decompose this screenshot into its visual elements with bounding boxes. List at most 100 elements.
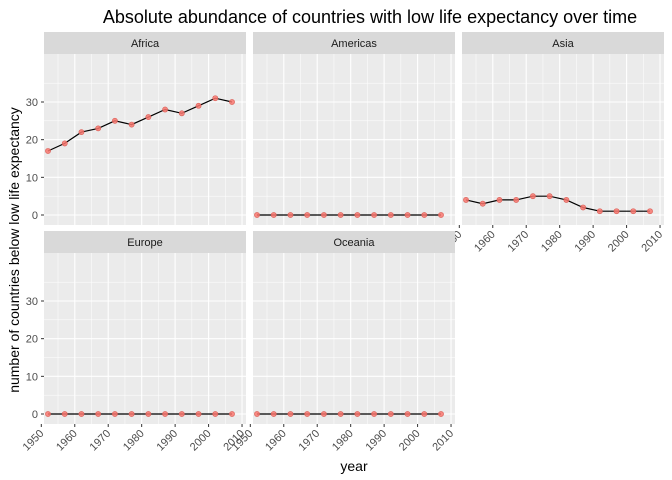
- x-tick-label: 2000: [397, 428, 423, 454]
- y-tick-label: 0: [32, 409, 38, 421]
- facet-panel-africa: Africa 0 10 20 30: [26, 32, 246, 225]
- x-tick-label: 2010: [639, 229, 665, 255]
- data-point: [45, 411, 51, 417]
- x-tick-label: 1990: [363, 428, 389, 454]
- data-point: [61, 411, 68, 417]
- data-point: [546, 193, 553, 200]
- data-point: [128, 121, 135, 128]
- y-tick-label: 20: [26, 334, 38, 346]
- data-point: [630, 208, 637, 215]
- facet-strip: [253, 32, 455, 54]
- data-point: [95, 125, 102, 132]
- data-point: [580, 204, 586, 211]
- facet-panel-asia: Asia1950196019701980199020002010: [439, 32, 665, 255]
- series-line: [47, 97, 233, 152]
- data-point: [195, 411, 202, 417]
- data-point: [438, 411, 444, 417]
- data-point: [162, 106, 168, 113]
- data-point: [128, 411, 135, 417]
- x-tick-label: 1950: [21, 428, 47, 454]
- data-point: [78, 129, 85, 136]
- data-point: [337, 411, 344, 417]
- x-axis-title: year: [340, 458, 368, 474]
- data-point: [229, 411, 235, 417]
- data-point: [513, 197, 520, 203]
- data-point: [387, 411, 394, 417]
- facet-strip: [462, 32, 664, 54]
- y-tick-label: 20: [26, 135, 38, 147]
- facet-strip-label: Europe: [127, 237, 162, 249]
- x-tick-label: 1960: [54, 428, 80, 454]
- x-tick-label: 2000: [606, 229, 632, 255]
- data-point: [404, 411, 411, 417]
- facet-strip: [253, 231, 455, 253]
- data-point: [371, 212, 377, 218]
- x-tick-label: 1970: [88, 428, 114, 454]
- data-point: [78, 411, 85, 417]
- data-point: [596, 208, 603, 215]
- data-point: [371, 411, 377, 417]
- data-point: [229, 99, 235, 105]
- y-tick-label: 10: [26, 371, 38, 383]
- facet-strip-label: Asia: [552, 38, 574, 50]
- y-tick-label: 0: [32, 210, 38, 222]
- y-tick-label: 30: [26, 296, 38, 308]
- x-tick-label: 1980: [121, 428, 147, 454]
- data-point: [212, 411, 219, 417]
- data-point: [421, 411, 428, 417]
- data-point: [162, 411, 168, 417]
- x-tick-label: 1990: [154, 428, 180, 454]
- facet-panel-americas: Americas: [253, 32, 455, 225]
- x-tick-label: 1960: [263, 428, 289, 454]
- x-tick-label: 1990: [572, 229, 598, 255]
- data-point: [463, 197, 469, 203]
- data-point: [337, 212, 344, 218]
- data-point: [270, 212, 277, 218]
- data-point: [354, 212, 361, 218]
- data-point: [254, 212, 260, 218]
- data-point: [530, 193, 536, 200]
- data-point: [178, 411, 185, 417]
- x-tick-label: 2000: [188, 428, 214, 454]
- y-axis-title: number of countries below low life expec…: [6, 107, 22, 393]
- data-point: [287, 411, 294, 417]
- data-point: [304, 212, 311, 218]
- facet-strip-label: Africa: [131, 38, 160, 50]
- x-tick-label: 1980: [330, 428, 356, 454]
- data-point: [421, 212, 428, 218]
- data-point: [195, 102, 202, 109]
- data-point: [613, 208, 620, 215]
- data-point: [304, 411, 311, 417]
- data-point: [61, 140, 68, 147]
- data-point: [647, 208, 653, 215]
- x-tick-label: 1980: [539, 229, 565, 255]
- data-point: [45, 148, 51, 154]
- data-point: [438, 212, 444, 218]
- x-tick-label: 1970: [506, 229, 532, 255]
- facet-strip: [44, 231, 246, 253]
- data-point: [145, 411, 152, 417]
- data-point: [178, 110, 185, 117]
- x-tick-label: 2010: [430, 428, 456, 454]
- x-tick-label: 1970: [297, 428, 323, 454]
- data-point: [112, 411, 118, 417]
- data-point: [287, 212, 294, 218]
- facet-strip: [44, 32, 246, 54]
- data-point: [321, 411, 327, 417]
- data-point: [95, 411, 102, 417]
- data-point: [387, 212, 394, 218]
- data-point: [145, 114, 152, 120]
- facet-strip-label: Oceania: [334, 237, 376, 249]
- y-tick-label: 10: [26, 172, 38, 184]
- data-point: [479, 200, 486, 207]
- data-point: [354, 411, 361, 417]
- data-point: [496, 197, 503, 203]
- data-point: [404, 212, 411, 218]
- facet-strip-label: Americas: [331, 38, 377, 50]
- y-tick-label: 30: [26, 97, 38, 109]
- x-tick-label: 1960: [472, 229, 498, 255]
- data-point: [270, 411, 277, 417]
